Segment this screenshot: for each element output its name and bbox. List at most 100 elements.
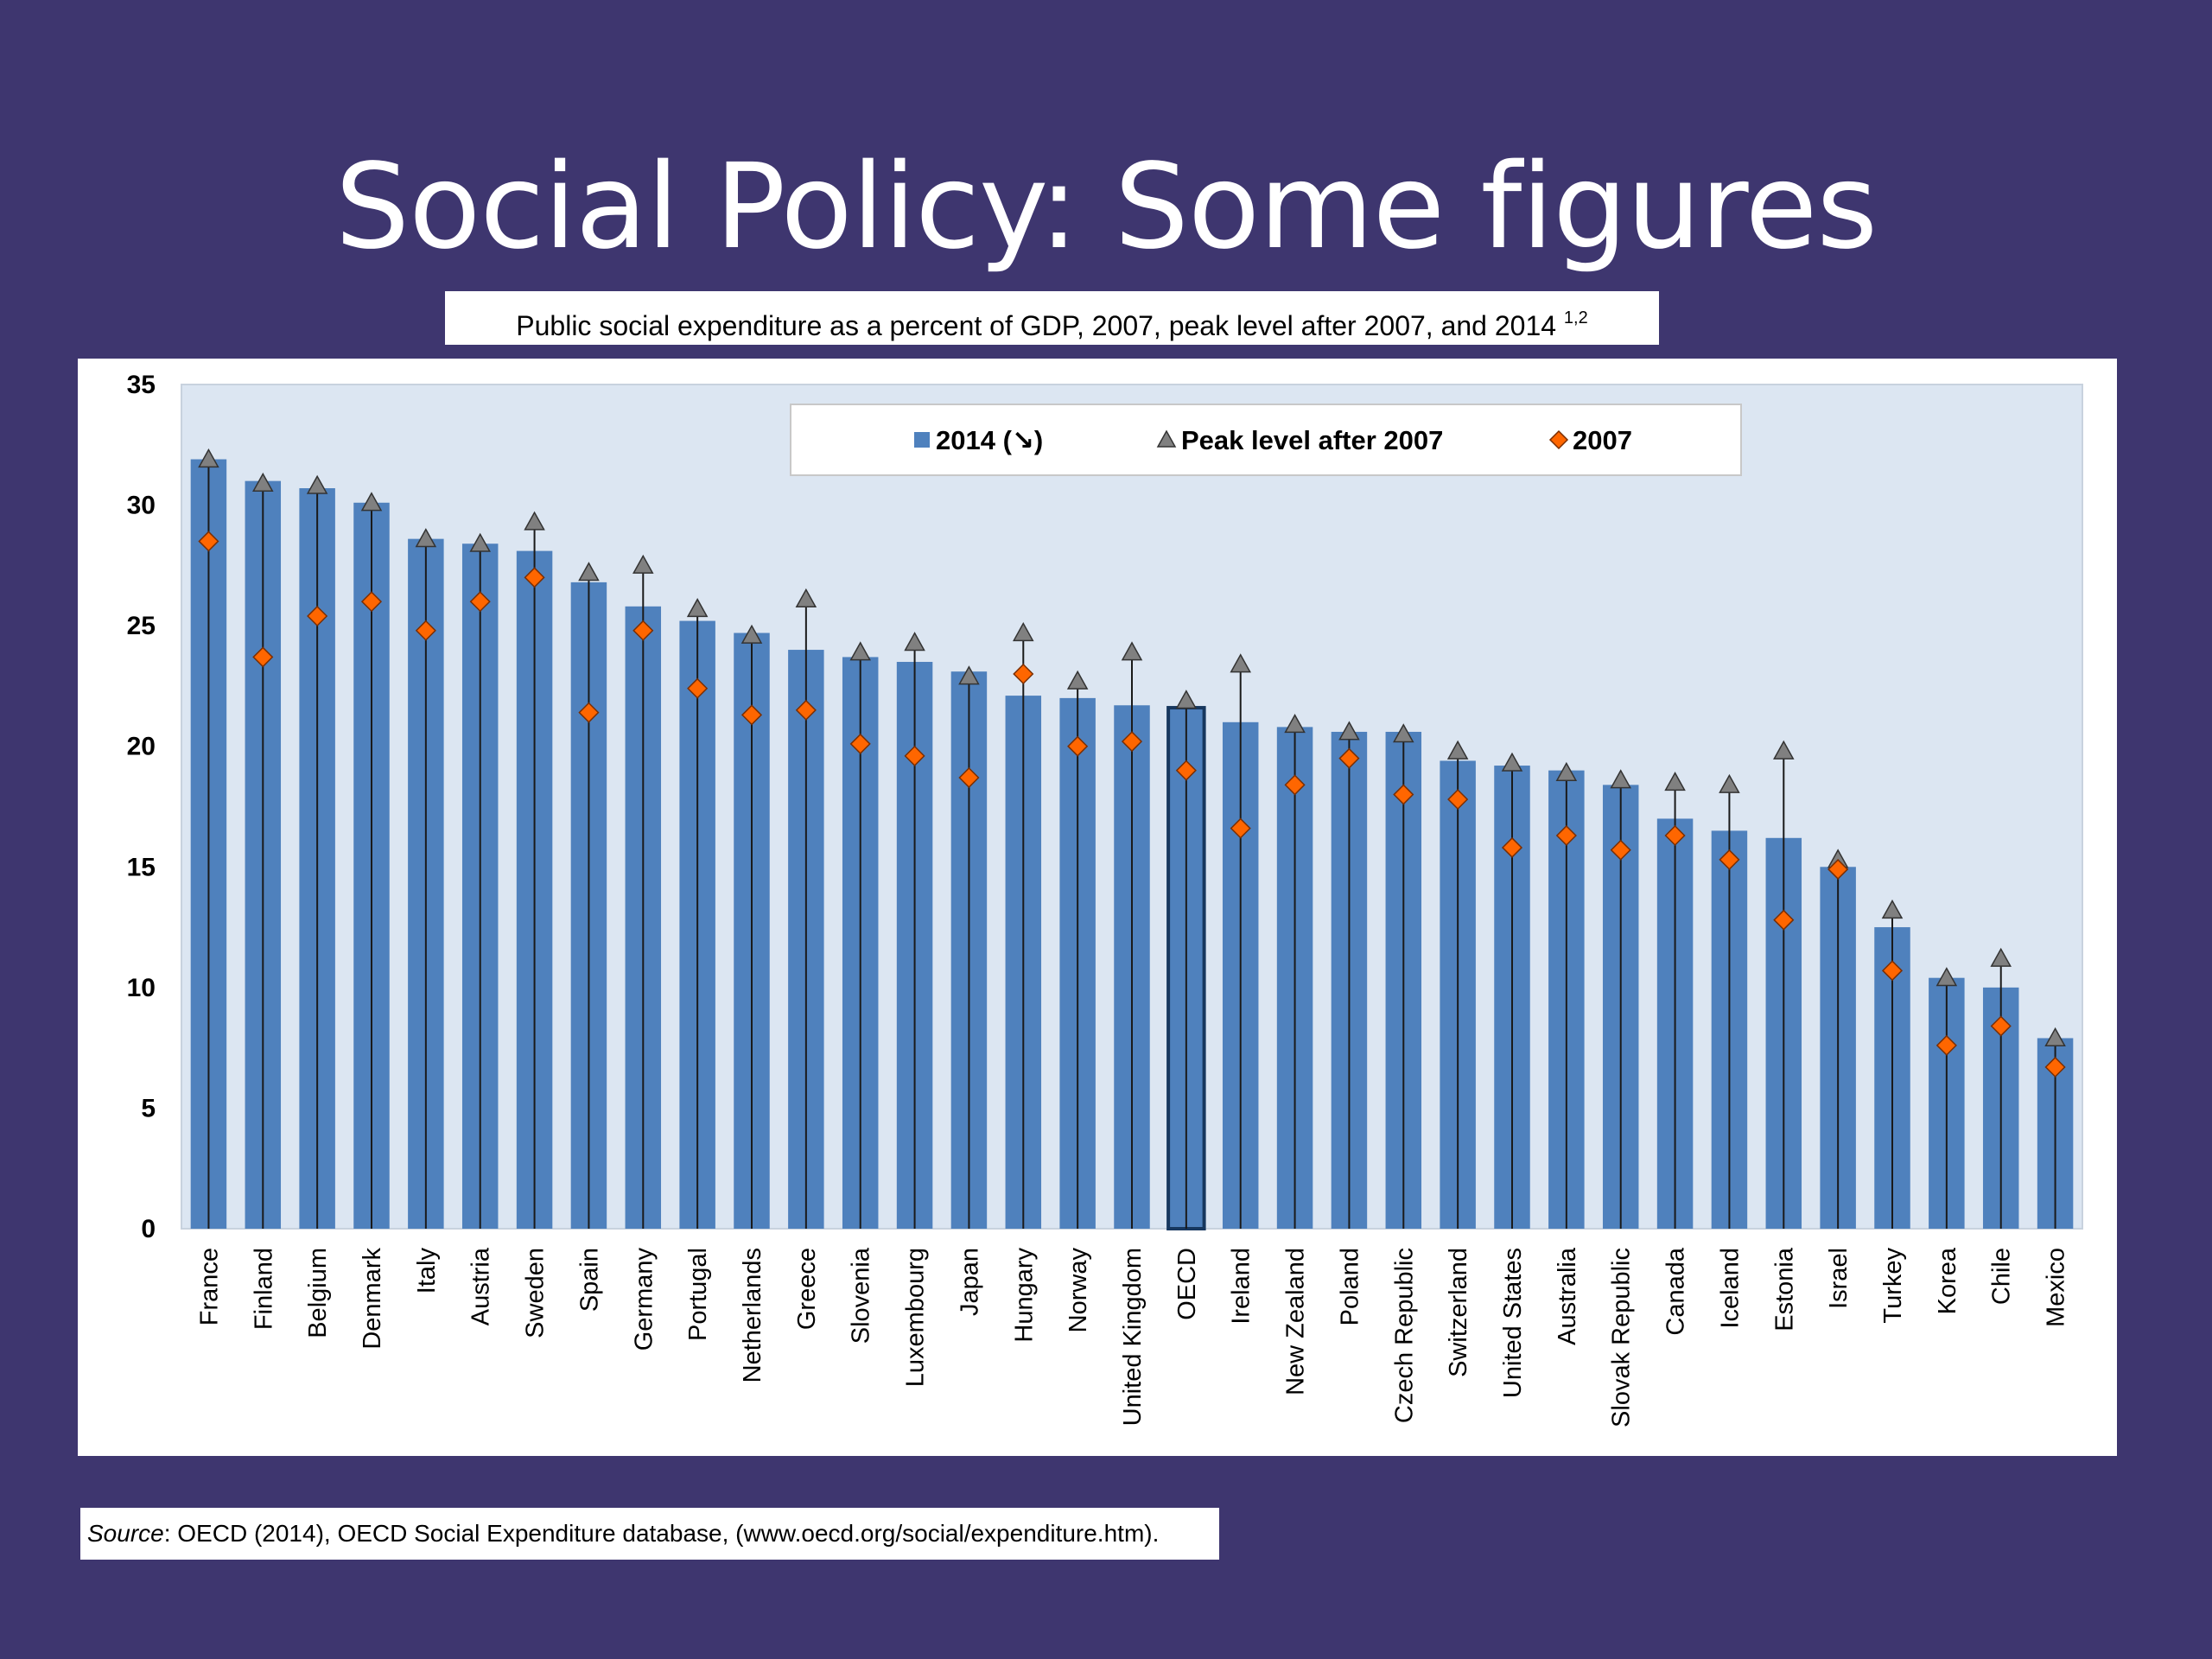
category-label: Czech Republic — [1390, 1248, 1418, 1423]
category-label: Poland — [1336, 1248, 1363, 1325]
peak-marker — [632, 554, 654, 574]
category-label: Belgium — [304, 1248, 332, 1338]
marker-2007 — [524, 567, 545, 588]
source-label: Source — [87, 1520, 164, 1547]
peak-marker — [198, 448, 219, 468]
legend-swatch-bar — [914, 432, 930, 448]
marker-2007 — [415, 620, 436, 641]
category-label: Japan — [956, 1248, 983, 1316]
marker-2007 — [741, 704, 763, 726]
peak-marker — [360, 492, 383, 512]
legend-box — [790, 404, 1742, 476]
peak-marker — [1121, 641, 1143, 661]
category-label: Italy — [413, 1248, 441, 1294]
marker-2007 — [1501, 836, 1523, 859]
chart-caption: Public social expenditure as a percent o… — [445, 291, 1659, 345]
y-tick-label: 35 — [127, 371, 156, 399]
category-label: Israel — [1825, 1248, 1853, 1309]
y-tick-label: 30 — [127, 492, 156, 520]
marker-2007 — [958, 766, 980, 789]
category-label: Greece — [793, 1248, 821, 1330]
category-label: Switzerland — [1445, 1248, 1472, 1377]
legend-swatch-2007 — [1548, 429, 1569, 450]
bar-chart: 0 5 10 15 20 25 30 35 France Finland Belgium Denmar… — [127, 371, 2083, 1427]
marker-2007 — [578, 702, 600, 723]
peak-marker — [1664, 772, 1686, 791]
marker-2007 — [1990, 1015, 2012, 1037]
peak-marker — [1501, 752, 1523, 772]
category-label: France — [195, 1248, 223, 1325]
peak-marker — [1555, 761, 1578, 781]
peak-marker — [1013, 621, 1034, 642]
marker-2007 — [849, 733, 871, 754]
y-tick-label: 20 — [127, 733, 156, 761]
source-text: : OECD (2014), OECD Social Expenditure d… — [163, 1520, 1160, 1547]
marker-2007 — [1067, 735, 1089, 757]
legend-label-peak: Peak level after 2007 — [1181, 425, 1443, 455]
category-label: OECD — [1173, 1248, 1201, 1320]
marker-2007 — [1393, 784, 1414, 805]
category-label: Netherlands — [739, 1248, 766, 1382]
category-label: Canada — [1662, 1247, 1690, 1335]
marker-2007 — [1013, 663, 1034, 685]
y-tick-label: 5 — [141, 1094, 156, 1122]
category-label: Austria — [467, 1247, 495, 1325]
peak-marker — [1393, 723, 1414, 743]
peak-marker — [1284, 714, 1306, 734]
category-label: Ireland — [1228, 1248, 1255, 1325]
category-label: Slovenia — [848, 1247, 875, 1344]
peak-marker — [578, 562, 600, 582]
category-label: Chile — [1988, 1248, 2016, 1305]
marker-2007 — [360, 591, 383, 613]
category-label: New Zealand — [1282, 1248, 1310, 1395]
chart-caption-text: Public social expenditure as a percent o… — [516, 310, 1557, 341]
category-label: Korea — [1934, 1247, 1961, 1314]
marker-2007 — [1773, 909, 1795, 931]
peak-marker — [795, 588, 817, 607]
peak-marker — [1936, 967, 1958, 987]
marker-2007 — [1338, 747, 1360, 769]
peak-marker — [1610, 769, 1631, 789]
marker-2007 — [687, 677, 709, 699]
category-label: Portugal — [684, 1248, 712, 1341]
category-label: United States — [1499, 1248, 1527, 1398]
peak-marker — [1773, 740, 1795, 760]
category-label: Denmark — [359, 1248, 386, 1350]
category-label: Spain — [575, 1248, 603, 1312]
category-label: Slovak Republic — [1608, 1248, 1636, 1427]
marker-2007 — [1610, 839, 1631, 861]
y-tick-label: 25 — [127, 612, 156, 640]
marker-2007 — [1121, 731, 1143, 753]
peak-marker — [415, 528, 437, 548]
marker-2007 — [198, 531, 219, 552]
peak-marker — [252, 472, 274, 492]
category-label: Norway — [1065, 1248, 1092, 1333]
y-tick-label: 0 — [141, 1215, 156, 1243]
peak-marker — [1175, 690, 1198, 709]
marker-2007 — [1719, 849, 1740, 870]
marker-2007 — [795, 699, 817, 721]
category-label: Estonia — [1770, 1247, 1798, 1332]
legend-swatch-peak — [1156, 429, 1177, 448]
slide-title: Social Policy: Some figures — [334, 139, 1878, 276]
source-note: Source: OECD (2014), OECD Social Expendi… — [80, 1508, 1219, 1560]
category-label: Germany — [630, 1248, 658, 1351]
marker-2007 — [469, 591, 491, 613]
peak-marker — [849, 641, 871, 661]
marker-2007 — [1881, 960, 1904, 982]
peak-marker — [1230, 653, 1251, 673]
marker-2007 — [1284, 774, 1306, 796]
marker-2007 — [252, 646, 274, 668]
chart-caption-footnote: 1,2 — [1563, 308, 1588, 327]
peak-marker — [1881, 899, 1904, 919]
marker-2007 — [904, 745, 925, 766]
marker-2007 — [1936, 1034, 1957, 1056]
peak-marker — [904, 632, 925, 652]
marker-2007 — [2044, 1056, 2066, 1078]
peak-marker — [958, 665, 980, 685]
peak-marker — [469, 532, 491, 552]
marker-2007 — [632, 620, 654, 641]
peak-marker — [686, 598, 709, 618]
peak-marker — [524, 511, 545, 531]
